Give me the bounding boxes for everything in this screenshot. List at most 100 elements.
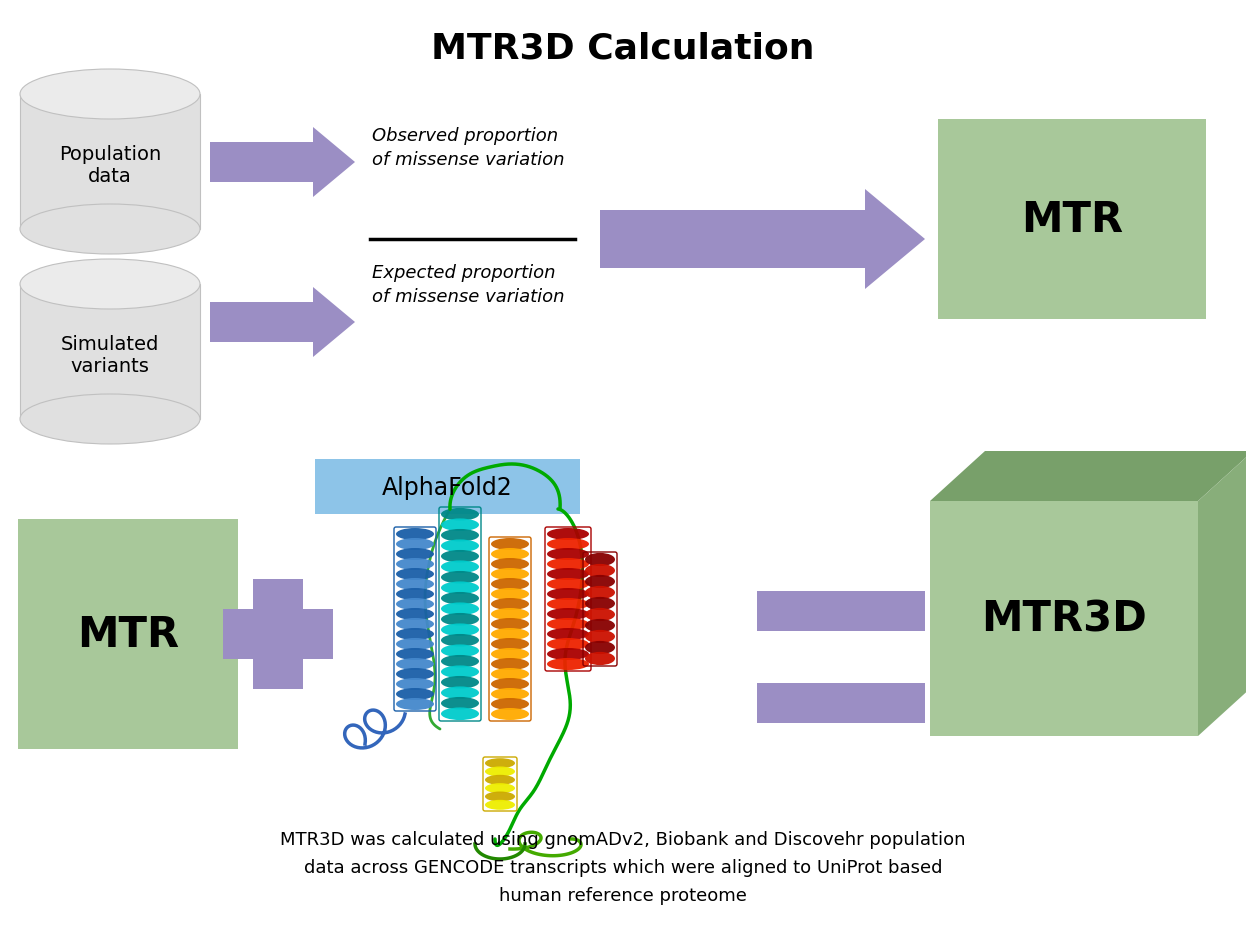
Ellipse shape — [396, 588, 434, 600]
Polygon shape — [211, 128, 355, 198]
Ellipse shape — [485, 767, 515, 777]
Ellipse shape — [547, 578, 589, 590]
Ellipse shape — [547, 599, 589, 611]
Ellipse shape — [485, 792, 515, 802]
Ellipse shape — [491, 698, 530, 710]
Ellipse shape — [396, 638, 434, 651]
Ellipse shape — [441, 561, 478, 574]
Ellipse shape — [441, 665, 478, 678]
Ellipse shape — [491, 638, 530, 651]
Ellipse shape — [441, 624, 478, 637]
Ellipse shape — [491, 588, 530, 600]
Ellipse shape — [586, 586, 616, 599]
Ellipse shape — [547, 568, 589, 580]
Ellipse shape — [441, 645, 478, 657]
Ellipse shape — [586, 619, 616, 632]
Bar — [758, 591, 925, 631]
Polygon shape — [1197, 452, 1246, 736]
Ellipse shape — [491, 689, 530, 701]
Ellipse shape — [441, 613, 478, 625]
Ellipse shape — [485, 800, 515, 810]
Ellipse shape — [586, 564, 616, 577]
Polygon shape — [211, 288, 355, 357]
Ellipse shape — [586, 608, 616, 622]
Ellipse shape — [491, 568, 530, 580]
Text: Observed proportion
of missense variation: Observed proportion of missense variatio… — [373, 127, 564, 169]
Ellipse shape — [491, 609, 530, 620]
Ellipse shape — [20, 70, 201, 120]
Ellipse shape — [586, 630, 616, 643]
Ellipse shape — [396, 658, 434, 670]
Ellipse shape — [547, 609, 589, 620]
Ellipse shape — [396, 689, 434, 701]
Ellipse shape — [441, 708, 478, 720]
Ellipse shape — [441, 529, 478, 542]
Ellipse shape — [547, 618, 589, 630]
Ellipse shape — [20, 205, 201, 254]
Ellipse shape — [396, 649, 434, 661]
Ellipse shape — [396, 578, 434, 590]
Ellipse shape — [441, 540, 478, 552]
Ellipse shape — [586, 598, 616, 611]
Ellipse shape — [491, 599, 530, 611]
Bar — [315, 459, 579, 514]
Ellipse shape — [396, 568, 434, 580]
Ellipse shape — [547, 638, 589, 651]
Ellipse shape — [20, 394, 201, 445]
Bar — [223, 610, 333, 659]
Text: Simulated
variants: Simulated variants — [61, 334, 159, 375]
Ellipse shape — [491, 548, 530, 561]
Ellipse shape — [396, 668, 434, 680]
Ellipse shape — [586, 553, 616, 566]
Ellipse shape — [396, 528, 434, 540]
Ellipse shape — [485, 775, 515, 785]
Bar — [20, 95, 201, 230]
Ellipse shape — [441, 603, 478, 615]
Bar — [20, 285, 201, 419]
Ellipse shape — [441, 697, 478, 710]
Ellipse shape — [491, 538, 530, 550]
Ellipse shape — [491, 559, 530, 571]
Ellipse shape — [547, 559, 589, 571]
Ellipse shape — [491, 678, 530, 690]
Bar — [938, 120, 1206, 319]
Ellipse shape — [396, 609, 434, 620]
Bar — [17, 520, 238, 749]
Text: MTR: MTR — [1020, 199, 1123, 240]
Ellipse shape — [441, 592, 478, 605]
Text: MTR3D: MTR3D — [981, 598, 1146, 639]
Ellipse shape — [441, 655, 478, 668]
Ellipse shape — [491, 658, 530, 670]
Text: MTR: MTR — [77, 613, 179, 655]
Ellipse shape — [441, 582, 478, 595]
Ellipse shape — [396, 548, 434, 561]
Ellipse shape — [547, 649, 589, 661]
Ellipse shape — [396, 628, 434, 640]
Bar — [758, 683, 925, 723]
Ellipse shape — [396, 599, 434, 611]
Bar — [930, 501, 1197, 736]
Ellipse shape — [547, 588, 589, 600]
Ellipse shape — [491, 649, 530, 661]
Ellipse shape — [586, 652, 616, 665]
Text: MTR3D was calculated using gnomADv2, Biobank and Discovehr population
data acros: MTR3D was calculated using gnomADv2, Bio… — [280, 831, 966, 904]
Ellipse shape — [586, 575, 616, 588]
Text: Expected proportion
of missense variation: Expected proportion of missense variatio… — [373, 264, 564, 305]
Ellipse shape — [491, 578, 530, 590]
Ellipse shape — [491, 668, 530, 680]
Polygon shape — [601, 190, 925, 290]
Ellipse shape — [547, 658, 589, 670]
Ellipse shape — [491, 618, 530, 630]
Text: AlphaFold2: AlphaFold2 — [383, 475, 513, 499]
Ellipse shape — [20, 260, 201, 310]
Ellipse shape — [586, 641, 616, 654]
Ellipse shape — [396, 559, 434, 571]
Ellipse shape — [441, 519, 478, 532]
Polygon shape — [930, 452, 1246, 501]
Ellipse shape — [441, 634, 478, 647]
Ellipse shape — [441, 572, 478, 584]
Ellipse shape — [547, 628, 589, 640]
Ellipse shape — [441, 550, 478, 563]
Ellipse shape — [491, 628, 530, 640]
Text: MTR3D Calculation: MTR3D Calculation — [431, 31, 815, 65]
